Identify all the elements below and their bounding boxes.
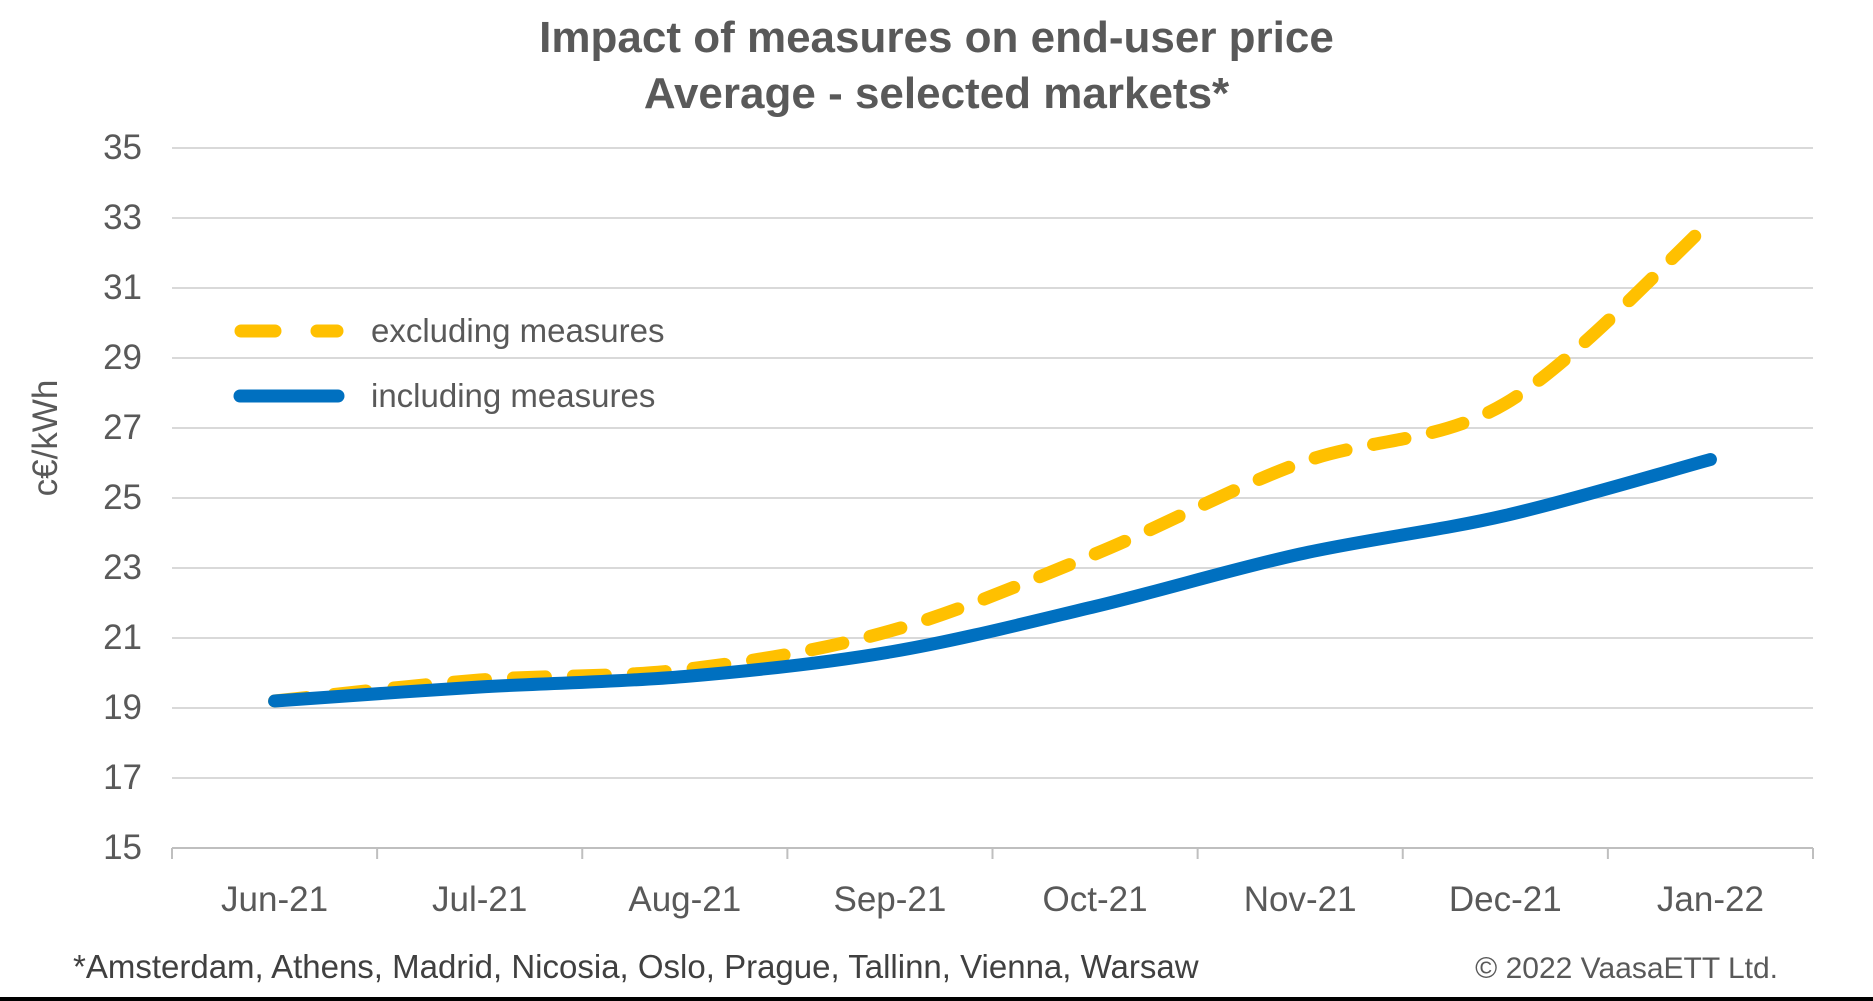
y-tick-label: 21 <box>103 618 142 657</box>
solid-line-swatch <box>233 389 345 402</box>
y-tick-label: 25 <box>103 478 142 517</box>
x-tick-label: Nov-21 <box>1243 880 1357 919</box>
y-tick-label: 19 <box>103 688 142 727</box>
x-tick-label: Oct-21 <box>1042 880 1148 919</box>
series-line-including-measures <box>268 453 1717 708</box>
x-tick-label: Aug-21 <box>628 880 742 919</box>
legend-label-including: including measures <box>371 376 656 414</box>
x-tick-label: Jul-21 <box>432 880 528 919</box>
legend-item-including-measures: including measures <box>233 363 665 428</box>
x-tick-label: Jun-21 <box>221 880 329 919</box>
y-tick-label: 29 <box>103 338 142 377</box>
chart-title-line2: Average - selected markets* <box>643 69 1230 118</box>
copyright-text: © 2022 VaasaETT Ltd. <box>1475 952 1778 985</box>
dashed-line-swatch <box>234 324 344 337</box>
y-tick-label: 17 <box>103 758 142 797</box>
y-tick-label: 15 <box>103 828 142 867</box>
y-tick-label: 35 <box>103 128 142 167</box>
x-tick-label: Dec-21 <box>1448 880 1562 919</box>
y-tick-label: 23 <box>103 548 142 587</box>
y-tick-label: 31 <box>103 268 142 307</box>
bottom-divider <box>0 997 1873 1001</box>
y-tick-label: 27 <box>103 408 142 447</box>
series-line-excluding-measures <box>268 215 1717 708</box>
legend-item-excluding-measures: excluding measures <box>233 298 665 363</box>
legend: excluding measures including measures <box>233 298 665 428</box>
x-tick-label: Jan-22 <box>1656 880 1764 919</box>
footnote-markets: *Amsterdam, Athens, Madrid, Nicosia, Osl… <box>73 948 1199 985</box>
legend-label-excluding: excluding measures <box>371 311 665 349</box>
chart-title: Impact of measures on end-user price Ave… <box>0 10 1873 122</box>
x-tick-label: Sep-21 <box>833 880 947 919</box>
chart-title-line1: Impact of measures on end-user price <box>539 13 1334 62</box>
y-tick-label: 33 <box>103 198 142 237</box>
